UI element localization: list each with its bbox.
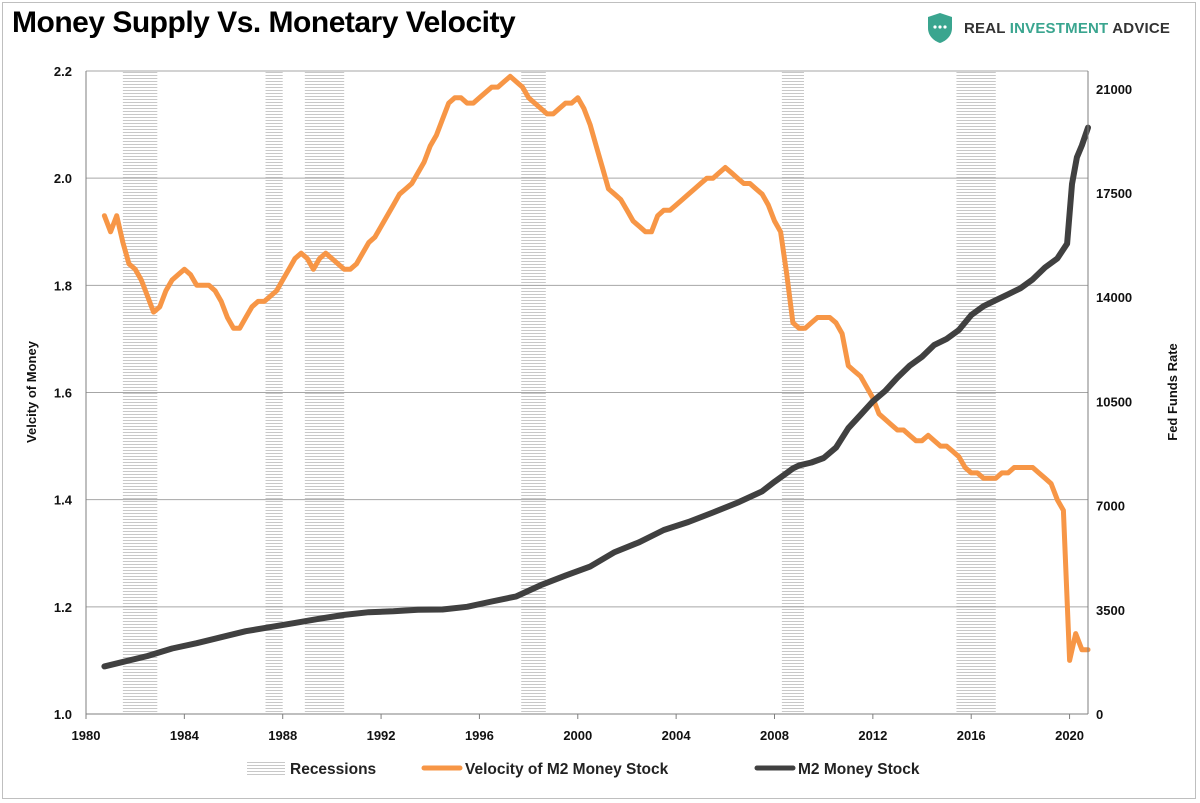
brand-word-1: REAL	[964, 19, 1006, 37]
y-tick-label-left: 2.0	[54, 171, 72, 186]
x-tick-label: 2020	[1055, 728, 1084, 743]
x-tick-label: 1996	[465, 728, 494, 743]
y-tick-label-right: 3500	[1096, 603, 1125, 618]
chart-title: Money Supply Vs. Monetary Velocity	[12, 6, 516, 39]
y-tick-label-right: 7000	[1096, 499, 1125, 514]
brand-name: REAL INVESTMENT ADVICE	[964, 20, 1170, 37]
y-axis-label-left: Velcity of Money	[24, 340, 39, 443]
x-tick-label: 1988	[268, 728, 297, 743]
y-tick-label-left: 1.0	[54, 707, 72, 722]
x-tick-label: 1984	[170, 728, 200, 743]
legend: Recessions Velocity of M2 Money Stock M2 M…	[247, 760, 920, 778]
x-tick-label: 1980	[72, 728, 101, 743]
y-tick-label-left: 1.4	[54, 493, 73, 508]
x-tick-label: 2004	[662, 728, 692, 743]
y-tick-label-right: 21000	[1096, 82, 1132, 97]
x-tick-label: 2000	[563, 728, 592, 743]
y-tick-label-left: 1.8	[54, 278, 72, 293]
y-tick-label-left: 1.2	[54, 600, 72, 615]
y-tick-label-right: 14000	[1096, 290, 1132, 305]
brand-word-3: ADVICE	[1112, 19, 1171, 37]
legend-label-2: Velocity of M2 Money Stock	[465, 761, 669, 778]
y-axis-label-right: Fed Funds Rate	[1165, 343, 1180, 441]
axes: 1.0 1.2 1.4 1.6 1.8 2.0 2.2 0 3500 7000 10500 14000…	[54, 64, 1132, 743]
brand-logo: REAL INVESTMENT ADVICE	[926, 12, 1170, 44]
y-tick-label-left: 1.6	[54, 386, 72, 401]
gridlines	[86, 70, 1088, 715]
y-tick-label-right: 0	[1096, 707, 1103, 722]
brand-word-2: INVESTMENT	[1009, 19, 1109, 37]
x-tick-label: 2012	[858, 728, 887, 743]
legend-label-3: M2 Money Stock	[798, 761, 920, 778]
x-tick-label: 2008	[760, 728, 789, 743]
series-line-1	[101, 73, 1091, 663]
y-tick-label-right: 10500	[1096, 394, 1132, 409]
legend-label-1: Recessions	[290, 761, 376, 778]
legend-swatch-recessions	[247, 760, 285, 776]
x-tick-label: 1992	[367, 728, 396, 743]
y-tick-label-right: 17500	[1096, 186, 1132, 201]
y-tick-label-left: 2.2	[54, 64, 72, 79]
series-line-2	[101, 124, 1091, 670]
shield-icon	[928, 13, 952, 43]
series-lines	[101, 73, 1091, 670]
x-tick-label: 2016	[957, 728, 986, 743]
